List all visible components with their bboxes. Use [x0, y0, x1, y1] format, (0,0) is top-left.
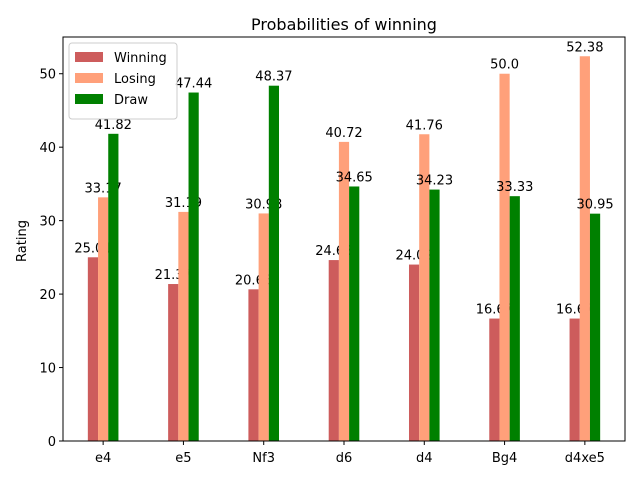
x-tick-label-e5: e5	[175, 451, 191, 466]
bar-winning-d4xe5	[569, 318, 580, 441]
x-tick-label-nf3: Nf3	[252, 451, 275, 466]
data-label-draw-e5: 47.44	[175, 77, 212, 92]
bar-losing-d4	[419, 134, 430, 441]
bar-losing-e4	[98, 197, 109, 441]
legend-swatch-losing	[75, 73, 103, 83]
bar-winning-bg4	[489, 318, 500, 441]
data-label-losing-bg4: 50.0	[490, 58, 519, 73]
y-tick-label: 50	[39, 68, 56, 83]
data-label-losing-d4: 41.76	[406, 118, 443, 133]
chart-title: Probabilities of winning	[251, 15, 437, 34]
bar-winning-d6	[328, 260, 339, 441]
bar-winning-d4	[408, 264, 420, 441]
bar-losing-d6	[338, 141, 350, 441]
data-label-draw-nf3: 48.37	[255, 70, 292, 85]
legend-swatch-winning	[75, 52, 103, 62]
x-tick-label-d6: d6	[336, 451, 353, 466]
data-label-draw-d6: 34.65	[336, 170, 373, 185]
data-label-losing-d6: 40.72	[325, 126, 362, 141]
bar-draw-e5	[188, 92, 199, 441]
bar-winning-nf3	[248, 289, 259, 441]
y-axis-label: Rating	[15, 220, 30, 262]
bar-draw-nf3	[268, 85, 280, 441]
y-tick-label: 40	[39, 141, 56, 156]
bar-draw-d6	[349, 186, 360, 441]
bar-losing-nf3	[258, 213, 269, 441]
legend-label-losing: Losing	[114, 72, 156, 87]
bar-draw-e4	[108, 133, 119, 441]
legend-swatch-draw	[75, 94, 103, 104]
data-label-draw-d4xe5: 30.95	[576, 198, 613, 213]
x-tick-label-d4xe5: d4xe5	[565, 451, 605, 466]
bar-losing-d4xe5	[579, 56, 590, 441]
y-tick-label: 10	[39, 362, 56, 377]
bar-winning-e4	[87, 257, 99, 441]
x-tick-label-e4: e4	[95, 451, 111, 466]
data-label-losing-d4xe5: 52.38	[566, 40, 603, 55]
data-label-draw-e4: 41.82	[95, 118, 132, 133]
bar-draw-d4	[429, 189, 440, 441]
data-label-draw-d4: 34.23	[416, 174, 453, 189]
data-label-draw-bg4: 33.33	[496, 180, 533, 195]
bar-losing-e5	[178, 211, 189, 441]
legend-label-winning: Winning	[114, 51, 167, 66]
x-tick-label-d4: d4	[416, 451, 433, 466]
bar-draw-bg4	[509, 196, 520, 441]
bar-winning-e5	[168, 284, 179, 441]
bar-draw-d4xe5	[589, 213, 601, 441]
legend: Winning Losing Draw	[68, 42, 178, 120]
y-tick-label: 30	[39, 215, 56, 230]
y-tick-label: 20	[39, 288, 56, 303]
x-tick-label-bg4: Bg4	[492, 451, 517, 466]
bar-losing-bg4	[499, 73, 510, 441]
legend-label-draw: Draw	[114, 93, 148, 108]
y-tick-label: 0	[48, 435, 56, 450]
